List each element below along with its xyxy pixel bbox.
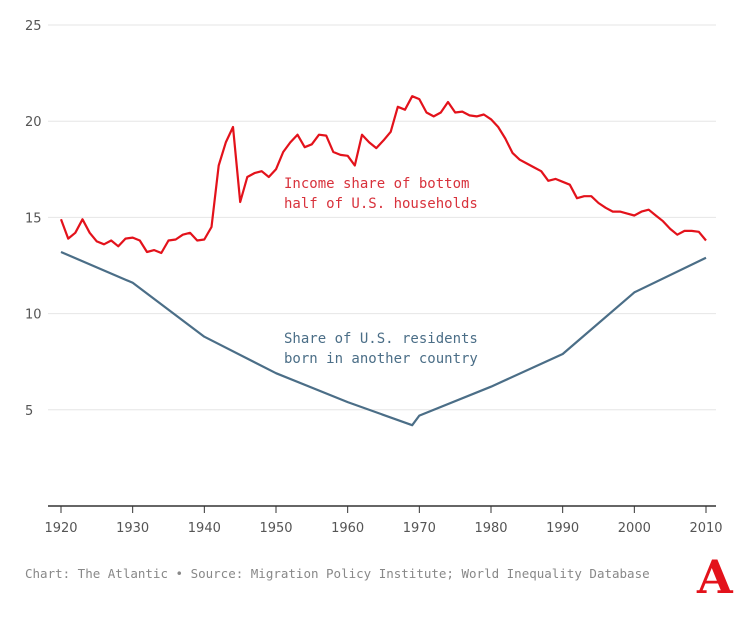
y-tick-label: 5 [25,404,33,419]
atlantic-logo: A [697,550,733,604]
chart-credit: Chart: The Atlantic • Source: Migration … [25,566,650,581]
x-tick-label: 1950 [259,521,292,536]
x-tick-label: 1940 [188,521,221,536]
x-tick-label: 1930 [116,521,149,536]
y-tick-label: 15 [25,211,42,226]
series-label: Share of U.S. residents [284,331,478,347]
series-label: half of U.S. households [284,196,478,212]
x-tick-label: 1920 [44,521,77,536]
x-tick-label: 1960 [331,521,364,536]
foreign-born-share-line [60,250,707,427]
x-tick-label: 1980 [474,521,507,536]
x-tick-label: 1990 [546,521,579,536]
y-tick-label: 10 [25,308,42,323]
x-tick-label: 1970 [403,521,436,536]
x-tick-label: 2000 [618,521,651,536]
income-share-line [59,95,707,255]
x-tick-label: 2010 [689,521,722,536]
y-tick-label: 20 [25,115,42,130]
series-label: Income share of bottom [284,176,469,192]
y-tick-label: 25 [25,19,42,34]
series-label: born in another country [284,351,478,367]
